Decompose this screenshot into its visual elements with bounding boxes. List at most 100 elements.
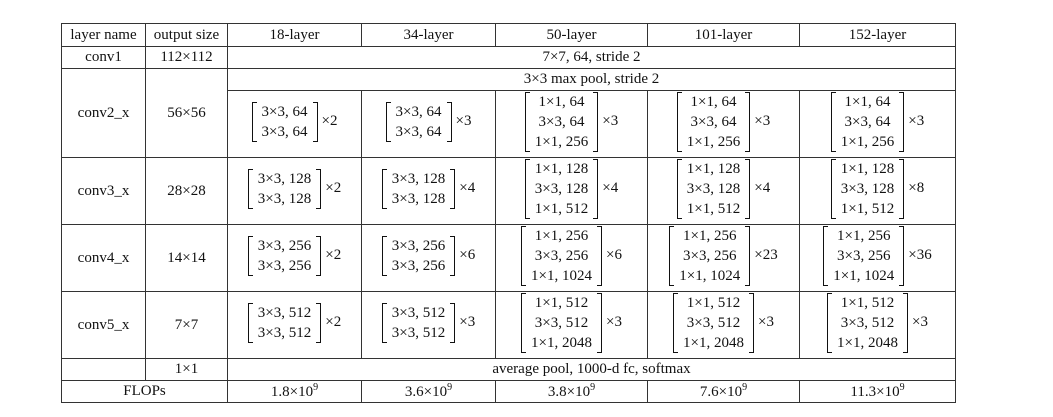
block-multiplier: ×6 (606, 247, 622, 263)
stage-row: conv3_x 28×28 3×3, 128 3×3, 128 ×2 3×3, 128 3×… (61, 157, 956, 225)
left-bracket (676, 158, 682, 219)
block-matrix: 1×1, 128 3×3, 128 1×1, 512 (524, 158, 599, 219)
right-bracket (899, 91, 905, 152)
right-bracket (450, 168, 456, 209)
flops-mantissa: 7.6×10 (699, 384, 743, 400)
final-name-empty (61, 358, 146, 381)
left-bracket (524, 91, 530, 152)
block-layer-line: 1×1, 128 (840, 160, 895, 177)
flops-value: 3.6×109 (361, 380, 496, 403)
block-layer-line: 3×3, 512 (257, 304, 312, 321)
block-layer-line: 1×1, 1024 (531, 267, 592, 284)
block-multiplier: ×36 (908, 247, 932, 263)
flops-exponent: 9 (742, 382, 748, 393)
block-multiplier: ×8 (908, 180, 925, 196)
block-spec: 3×3, 64 3×3, 64 ×2 (251, 101, 338, 142)
block-multiplier: ×3 (455, 113, 472, 129)
block-multiplier: ×3 (908, 113, 925, 129)
block-spec-cell: 3×3, 256 3×3, 256 ×6 (361, 224, 496, 292)
left-bracket (381, 168, 387, 209)
block-layer-line: 3×3, 512 (840, 314, 895, 331)
block-spec-cell: 1×1, 64 3×3, 64 1×1, 256 ×3 (647, 90, 800, 158)
right-bracket (745, 225, 751, 286)
flops-row: FLOPs 1.8×109 3.6×109 3.8×109 7.6×109 11.3×1… (61, 380, 956, 403)
right-bracket (593, 91, 599, 152)
left-bracket (676, 91, 682, 152)
block-layer-line: 1×1, 256 (534, 133, 589, 150)
right-bracket (316, 302, 322, 343)
block-layer-line: 3×3, 512 (534, 314, 589, 331)
flops-mantissa: 11.3×10 (850, 384, 900, 400)
stage-name: conv4_x (61, 224, 146, 292)
stage-name: conv5_x (61, 291, 146, 359)
left-bracket (830, 91, 836, 152)
final-row: 1×1 average pool, 1000-d fc, softmax (61, 358, 956, 381)
final-output: 1×1 (145, 358, 228, 381)
header-layer-name: layer name (61, 23, 146, 47)
stage-output: 14×14 (145, 224, 228, 292)
maxpool-desc: 3×3 max pool, stride 2 (227, 68, 956, 91)
block-layer-line: 3×3, 64 (538, 113, 585, 130)
block-layer-line: 3×3, 256 (391, 257, 446, 274)
block-spec-cell: 1×1, 256 3×3, 256 1×1, 1024 ×23 (647, 224, 800, 292)
flops-value: 7.6×109 (647, 380, 800, 403)
block-matrix: 1×1, 512 3×3, 512 1×1, 2048 (673, 292, 754, 353)
block-multiplier: ×6 (459, 247, 476, 263)
flops-exponent: 9 (447, 382, 453, 393)
block-layer-line: 3×3, 64 (395, 103, 442, 120)
left-bracket (385, 101, 391, 142)
left-bracket (524, 158, 530, 219)
flops-mantissa: 3.6×10 (404, 384, 448, 400)
block-matrix: 3×3, 256 3×3, 256 (381, 235, 456, 276)
right-bracket (316, 168, 322, 209)
block-layer-line: 3×3, 256 (837, 247, 891, 264)
block-layer-line: 1×1, 256 (840, 133, 895, 150)
block-layer-line: 1×1, 1024 (833, 267, 895, 284)
flops-label: FLOPs (61, 380, 228, 403)
block-layer-line: 1×1, 512 (534, 294, 589, 311)
block-spec-cell: 3×3, 256 3×3, 256 ×2 (227, 224, 362, 292)
block-spec: 1×1, 512 3×3, 512 1×1, 2048 ×3 (827, 292, 928, 353)
left-bracket (827, 292, 833, 353)
stage-name: conv3_x (61, 157, 146, 225)
block-matrix: 1×1, 128 3×3, 128 1×1, 512 (830, 158, 905, 219)
block-multiplier: ×2 (325, 247, 342, 263)
block-spec: 3×3, 128 3×3, 128 ×4 (381, 168, 475, 209)
right-bracket (745, 91, 751, 152)
block-spec: 3×3, 256 3×3, 256 ×2 (247, 235, 342, 276)
flops-exponent: 9 (590, 382, 596, 393)
stage-output: 56×56 (145, 68, 228, 158)
header-18-layer: 18-layer (227, 23, 362, 47)
block-matrix: 1×1, 64 3×3, 64 1×1, 256 (524, 91, 599, 152)
conv1-name: conv1 (61, 46, 146, 69)
block-layer-line: 3×3, 256 (257, 257, 312, 274)
block-layer-line: 3×3, 512 (686, 314, 741, 331)
block-spec: 1×1, 64 3×3, 64 1×1, 256 ×3 (676, 91, 770, 152)
left-bracket (673, 292, 679, 353)
resnet-architecture-table: layer name output size 18-layer 34-layer… (61, 23, 956, 403)
flops-value: 3.8×109 (495, 380, 648, 403)
block-matrix: 1×1, 256 3×3, 256 1×1, 1024 (823, 225, 905, 286)
block-layer-line: 1×1, 256 (837, 227, 891, 244)
right-bracket (316, 235, 322, 276)
block-layer-line: 1×1, 128 (686, 160, 741, 177)
block-matrix: 1×1, 64 3×3, 64 1×1, 256 (676, 91, 751, 152)
block-matrix: 3×3, 512 3×3, 512 (247, 302, 322, 343)
block-multiplier: ×3 (459, 314, 476, 330)
conv1-row: conv1 112×112 7×7, 64, stride 2 (61, 46, 956, 69)
block-spec: 1×1, 512 3×3, 512 1×1, 2048 ×3 (673, 292, 774, 353)
right-bracket (903, 292, 908, 353)
block-layer-line: 1×1, 256 (534, 227, 589, 244)
block-layer-line: 3×3, 64 (261, 123, 308, 140)
left-bracket (247, 302, 253, 343)
block-layer-line: 3×3, 64 (844, 113, 891, 130)
block-spec: 3×3, 64 3×3, 64 ×3 (385, 101, 472, 142)
block-spec: 1×1, 64 3×3, 64 1×1, 256 ×3 (830, 91, 925, 152)
block-multiplier: ×23 (754, 247, 778, 263)
block-multiplier: ×2 (321, 113, 338, 129)
right-bracket (450, 235, 456, 276)
block-matrix: 1×1, 128 3×3, 128 1×1, 512 (676, 158, 751, 219)
right-bracket (899, 225, 905, 286)
right-bracket (597, 292, 602, 353)
block-layer-line: 3×3, 128 (257, 170, 312, 187)
